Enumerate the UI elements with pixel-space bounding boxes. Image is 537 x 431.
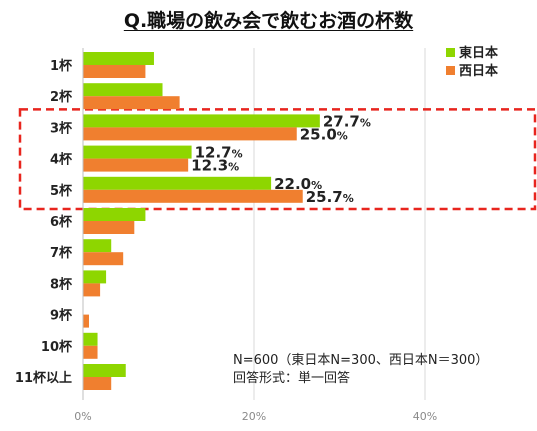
- bar-east: [83, 239, 112, 253]
- bar-east: [83, 114, 320, 128]
- bar-east: [83, 270, 107, 284]
- data-label: 12.3%: [191, 157, 239, 175]
- bar-west: [83, 189, 303, 203]
- bar-west: [83, 96, 180, 110]
- chart-title: Q.職場の飲み会で飲むお酒の杯数: [123, 10, 414, 32]
- data-label: 27.7%: [323, 112, 371, 130]
- category-label: 5杯: [50, 183, 73, 199]
- bar-west: [83, 314, 89, 328]
- bar-west: [83, 252, 124, 266]
- bar-west: [83, 127, 297, 141]
- category-label: 1杯: [50, 58, 73, 74]
- legend-swatch: [446, 66, 455, 75]
- category-label: 2杯: [50, 89, 73, 105]
- bar-east: [83, 332, 98, 346]
- bar-west: [83, 65, 146, 78]
- category-label: 4杯: [50, 152, 73, 168]
- category-label: 6杯: [50, 214, 73, 230]
- category-label: 7杯: [50, 245, 73, 261]
- legend-swatch: [446, 48, 455, 57]
- data-label: 25.7%: [306, 188, 354, 206]
- bar-west: [83, 345, 98, 359]
- category-label: 8杯: [50, 276, 73, 292]
- bar-east: [83, 52, 154, 65]
- x-tick-label: 40%: [413, 410, 437, 423]
- category-label: 3杯: [50, 120, 73, 136]
- category-label: 10杯: [41, 339, 73, 355]
- bar-east: [83, 208, 146, 221]
- category-label: 11杯以上: [15, 370, 72, 386]
- category-label: 9杯: [50, 308, 73, 324]
- bar-east: [83, 176, 272, 190]
- bar-east: [83, 83, 163, 97]
- highlight-box: [18, 108, 537, 211]
- bar-east: [83, 145, 192, 159]
- legend-label: 西日本: [459, 63, 498, 79]
- legend-label: 東日本: [459, 45, 498, 61]
- data-label: 12.7%: [195, 144, 243, 162]
- x-tick-label: 0%: [74, 410, 91, 423]
- sample-size-note: N=600（東日本N=300、西日本N＝300）: [233, 353, 489, 368]
- data-label: 22.0%: [274, 175, 322, 193]
- bar-west: [83, 221, 135, 234]
- bar-west: [83, 377, 112, 390]
- data-label: 25.0%: [300, 125, 348, 143]
- bar-west: [83, 283, 101, 297]
- bar-east: [83, 364, 126, 377]
- answer-format-note: 回答形式：単一回答: [233, 371, 351, 386]
- x-tick-label: 20%: [242, 410, 266, 423]
- bar-west: [83, 158, 189, 172]
